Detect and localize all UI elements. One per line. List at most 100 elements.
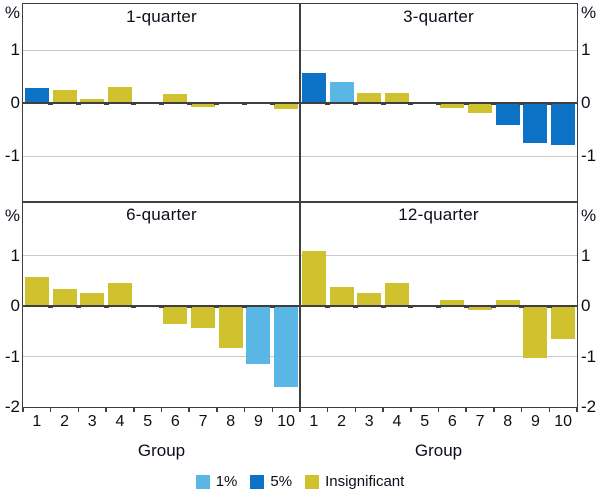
zero-axis-tick: [408, 304, 414, 308]
bar-panel2-group-3: [357, 93, 382, 103]
bar-panel4-group-4: [384, 282, 409, 306]
x-axis-tick: [354, 407, 357, 412]
zero-axis-tick: [408, 101, 414, 105]
bar-panel4-group-2: [329, 287, 354, 306]
y-tick-label: -1: [581, 146, 597, 165]
x-axis-tick: [216, 407, 218, 412]
zero-axis-tick: [242, 101, 248, 105]
bar-panel1-group-2: [52, 90, 77, 103]
x-axis-tick: [410, 407, 412, 412]
x-axis-tick: [188, 407, 190, 412]
zero-axis-tick: [325, 304, 331, 308]
x-tick-label: 7: [475, 413, 485, 430]
bar-panel3-group-9: [246, 306, 271, 365]
zero-axis-tick: [75, 304, 81, 308]
panel-title-1-quarter: 1-quarter: [126, 7, 197, 26]
x-axis-tick: [77, 407, 80, 412]
x-axis-tick: [326, 407, 329, 412]
x-axis-tick: [271, 407, 274, 412]
legend-swatch-1pct-icon: [195, 474, 210, 489]
bar-panel3-group-7: [191, 306, 216, 329]
legend-item-insignificant: Insignificant: [305, 473, 404, 490]
y-tick-label: -1: [4, 346, 20, 366]
y-tick-label: 0: [10, 296, 20, 315]
bar-panel4-group-9: [523, 306, 548, 358]
zero-axis-tick: [546, 304, 552, 308]
gridline: [300, 356, 577, 357]
bar-panel1-group-10: [274, 103, 299, 109]
bar-panel2-group-7: [468, 103, 493, 114]
bar-panel2-group-6: [440, 103, 465, 108]
y-tick-label: -2: [4, 397, 20, 416]
x-axis-label-left: Group: [137, 441, 186, 460]
x-axis-tick: [548, 407, 551, 412]
zero-axis-tick: [463, 101, 469, 105]
legend-label-insignificant: Insignificant: [325, 473, 405, 490]
legend-swatch-insignificant-icon: [305, 474, 320, 489]
x-tick-label: 8: [503, 413, 513, 430]
bar-panel2-group-2: [329, 81, 354, 103]
y-tick-label: 0: [10, 93, 20, 112]
x-axis-tick: [382, 407, 384, 412]
bar-panel2-group-8: [495, 103, 520, 126]
y-tick-label: 0: [581, 296, 591, 315]
gridline: [23, 49, 300, 51]
zero-axis-tick: [463, 304, 469, 308]
bar-panel1-group-4: [107, 86, 132, 103]
x-axis-tick: [105, 407, 107, 412]
legend-item-5pct: 5%: [250, 473, 292, 490]
zero-axis-tick: [186, 304, 192, 308]
zero-axis-tick: [546, 101, 552, 105]
bar-panel2-group-10: [551, 103, 576, 146]
gridline: [23, 155, 300, 157]
zero-axis-tick: [103, 101, 109, 105]
panel-divider-vertical: [299, 4, 301, 407]
bar-panel3-group-2: [52, 288, 77, 306]
gridline: [300, 155, 577, 157]
x-axis-tick: [299, 407, 301, 412]
bar-panel3-group-8: [218, 306, 243, 349]
x-axis-tick: [493, 407, 495, 412]
y-axis-unit-label: %: [4, 206, 20, 225]
x-axis-tick: [520, 407, 523, 412]
bar-panel4-group-6: [440, 299, 465, 306]
x-tick-label: 4: [392, 413, 402, 430]
zero-axis-tick: [436, 101, 441, 105]
zero-axis-tick: [269, 304, 275, 308]
y-tick-label: 1: [581, 40, 591, 59]
gridline: [23, 356, 300, 357]
bar-panel3-group-1: [24, 276, 49, 306]
x-tick-label: 5: [143, 413, 153, 430]
bar-panel2-group-9: [523, 103, 548, 143]
zero-axis-tick: [131, 304, 137, 308]
legend: 1% 5% Insignificant: [0, 473, 600, 490]
x-axis-tick: [243, 407, 246, 412]
x-axis-tick: [22, 407, 24, 412]
x-tick-label: 1: [32, 413, 42, 430]
x-tick-label: 4: [115, 413, 125, 430]
zero-axis-tick: [159, 304, 164, 308]
zero-axis-tick: [380, 101, 386, 105]
zero-axis-tick: [352, 304, 358, 308]
bar-panel1-group-7: [191, 103, 216, 107]
x-axis-label-right: Group: [414, 441, 463, 460]
panel-title-6-quarter: 6-quarter: [126, 205, 197, 224]
zero-axis-tick: [519, 304, 525, 308]
x-tick-label: 3: [364, 413, 374, 430]
zero-axis-tick: [214, 101, 220, 105]
y-axis-unit-label: %: [581, 206, 597, 225]
y-tick-label: 1: [10, 245, 20, 265]
zero-axis-tick: [325, 101, 331, 105]
zero-axis-tick: [75, 101, 81, 105]
x-tick-label: 1: [309, 413, 319, 430]
x-axis-tick: [465, 407, 467, 412]
bar-panel3-group-4: [107, 282, 132, 306]
zero-axis-tick: [519, 101, 525, 105]
y-axis-unit-label: %: [581, 3, 597, 22]
zero-axis-tick: [491, 304, 497, 308]
x-tick-label: 10: [277, 413, 296, 430]
gridline: [300, 255, 577, 256]
zero-axis-tick: [436, 304, 441, 308]
panel-divider-horizontal: [23, 201, 577, 203]
